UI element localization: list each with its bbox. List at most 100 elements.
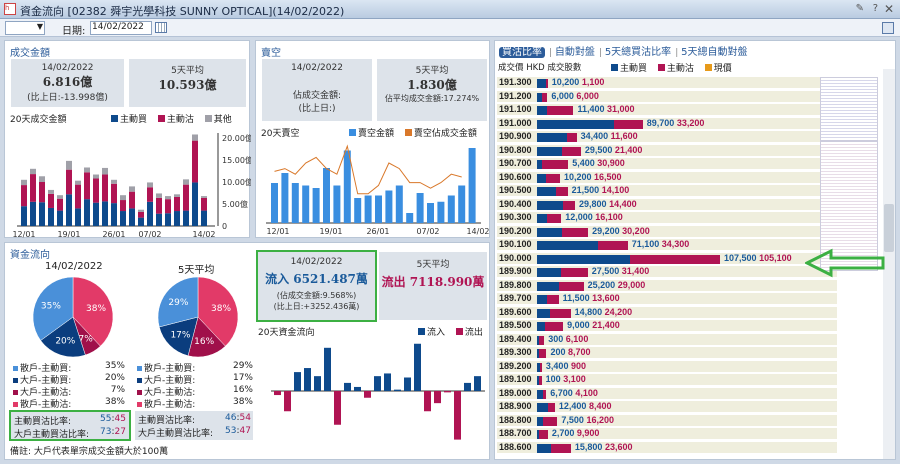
minimap-view[interactable] bbox=[820, 141, 878, 271]
date-input[interactable]: 14/02/2022 bbox=[90, 21, 152, 35]
scrollbar[interactable] bbox=[883, 69, 895, 459]
ladder-row[interactable]: 191.000 89,700 33,200 bbox=[497, 117, 837, 130]
scrollbar-thumb[interactable] bbox=[884, 204, 894, 252]
ladder-row[interactable]: 190.500 21,500 14,100 bbox=[497, 185, 837, 197]
bar-sell bbox=[120, 200, 126, 212]
legend-buy: 主動買 bbox=[111, 112, 147, 125]
turnover-change: (比上日:-13.998億) bbox=[27, 93, 108, 103]
ladder-row[interactable]: 189.800 25,200 29,000 bbox=[497, 279, 837, 292]
ladder-row[interactable]: 190.000 107,500 105,100 bbox=[497, 252, 837, 265]
sell-bar bbox=[542, 389, 547, 399]
ladder-row[interactable]: 189.000 6,700 4,100 bbox=[497, 387, 837, 400]
x-tick-label: 19/01 bbox=[319, 227, 342, 236]
bar-other bbox=[165, 196, 171, 200]
ladder-row[interactable]: 189.600 14,800 24,200 bbox=[497, 306, 837, 319]
buy-bar bbox=[537, 146, 563, 156]
ladder-row[interactable]: 191.100 11,400 31,000 bbox=[497, 104, 837, 116]
avg-label: 5天平均 bbox=[415, 66, 449, 76]
export-icon[interactable] bbox=[882, 22, 894, 34]
note: 備註: 大戶代表單宗成交金額大於100萬 bbox=[10, 447, 169, 457]
bar-buy bbox=[84, 199, 90, 226]
ladder-row[interactable]: 188.700 2,700 9,900 bbox=[497, 428, 837, 440]
tab-1[interactable]: 自動對盤 bbox=[554, 47, 595, 58]
bar-buy bbox=[111, 203, 117, 226]
ladder-row[interactable]: 189.100 100 3,100 bbox=[497, 374, 837, 386]
tab-2[interactable]: 5天總買沽比率 bbox=[604, 47, 672, 58]
ladder-row[interactable]: 190.400 29,800 14,400 bbox=[497, 198, 837, 211]
flow-pct: (佔成交金額:9.568%) bbox=[276, 291, 357, 300]
ladder-row[interactable]: 190.900 34,400 11,600 bbox=[497, 131, 837, 143]
stock-select[interactable]: ▼ bbox=[5, 21, 45, 35]
ladder-row[interactable]: 189.300 200 8,700 bbox=[497, 347, 837, 359]
bar-short-amount bbox=[281, 173, 289, 223]
price: 190.700 bbox=[499, 158, 532, 168]
legend-short-ratio: 賣空佔成交金額 bbox=[404, 126, 477, 139]
ladder-row[interactable]: 189.900 27,500 31,400 bbox=[497, 266, 837, 278]
app-icon: h bbox=[4, 3, 16, 15]
x-tick-label: 12/01 bbox=[266, 227, 289, 236]
x-tick-label: 26/01 bbox=[366, 227, 389, 236]
bar-inflow bbox=[384, 373, 391, 391]
ladder-row[interactable]: 190.200 29,200 30,200 bbox=[497, 225, 837, 238]
bar-short-amount bbox=[375, 195, 382, 223]
ladder-row[interactable]: 189.400 300 6,100 bbox=[497, 333, 837, 346]
short-chart: 12/01 19/01 26/01 07/02 14/02 bbox=[266, 144, 490, 236]
sell-bar bbox=[546, 295, 559, 304]
bar-buy bbox=[48, 207, 54, 226]
volumes: 11,400 31,000 bbox=[577, 104, 635, 114]
date-label: 日期: bbox=[62, 26, 86, 37]
ladder-row[interactable]: 188.800 7,500 16,200 bbox=[497, 414, 837, 427]
turnover-panel: 成交金額 14/02/2022 6.816億 (比上日:-13.998億) 5天… bbox=[4, 40, 251, 239]
help-icon[interactable]: ? bbox=[872, 3, 878, 14]
ratio-label: 主動買沽比率: bbox=[14, 417, 72, 427]
ladder-row[interactable]: 190.700 5,400 30,900 bbox=[497, 158, 837, 170]
flow-today-box: 14/02/2022 流入 6521.487萬 (佔成交金額:9.568%) (… bbox=[256, 250, 377, 322]
ladder-row[interactable]: 191.300 10,200 1,100 bbox=[497, 77, 837, 89]
pin-icon[interactable]: ✎ bbox=[855, 3, 864, 14]
ladder-row[interactable]: 190.600 10,200 16,500 bbox=[497, 171, 837, 184]
sell-bar bbox=[562, 227, 589, 237]
ladder-row[interactable]: 189.200 3,400 900 bbox=[497, 360, 837, 373]
price: 191.200 bbox=[499, 90, 532, 101]
ladder-row[interactable]: 190.300 12,000 16,100 bbox=[497, 212, 837, 224]
volumes: 7,500 16,200 bbox=[561, 414, 614, 425]
sell-bar bbox=[539, 335, 545, 345]
tab-3[interactable]: 5天總自動對盤 bbox=[681, 47, 748, 58]
avg-pct: 佔平均成交金額:17.274% bbox=[384, 94, 480, 103]
bar-short-amount bbox=[323, 168, 330, 223]
close-icon[interactable]: ✕ bbox=[883, 2, 894, 16]
sell-bar bbox=[546, 106, 574, 115]
ratio-box-avg: 主動買沽比率: 46:54 大戶主動買沽比率: 53:47 bbox=[135, 411, 253, 440]
minimap[interactable] bbox=[820, 77, 878, 141]
tab-0[interactable]: 買沽比率 bbox=[499, 47, 545, 58]
short-panel: 賣空 14/02/2022 佔成交金額: (比上日:) 5天平均 1.830億 … bbox=[255, 40, 490, 238]
ladder-row[interactable]: 189.500 9,000 21,400 bbox=[497, 320, 837, 332]
ladder-row[interactable]: 188.600 15,800 23,600 bbox=[497, 441, 837, 454]
short-avg-box: 5天平均 1.830億 佔平均成交金額:17.274% bbox=[377, 59, 487, 121]
bar-short-amount bbox=[416, 193, 424, 223]
buy-bar bbox=[537, 92, 543, 102]
ladder-row[interactable]: 190.100 71,100 34,300 bbox=[497, 239, 837, 251]
panel-title: 成交金額 bbox=[10, 48, 50, 59]
price: 188.700 bbox=[499, 428, 532, 438]
bar-other bbox=[66, 160, 72, 170]
bar-sell bbox=[138, 211, 144, 218]
sell-bar bbox=[539, 430, 548, 439]
chart-title: 20天成交金額 bbox=[10, 115, 67, 125]
bar-other bbox=[201, 196, 207, 198]
ladder-row[interactable]: 191.200 6,000 6,000 bbox=[497, 90, 837, 103]
ladder-row[interactable]: 189.700 11,500 13,600 bbox=[497, 293, 837, 305]
ladder-row[interactable]: 190.800 29,500 21,400 bbox=[497, 144, 837, 157]
volumes: 14,800 24,200 bbox=[574, 306, 633, 317]
x-tick-label: 12/01 bbox=[12, 230, 35, 239]
sell-bar bbox=[543, 416, 558, 426]
chevron-down-icon: ▼ bbox=[36, 22, 43, 31]
panel-title: 賣空 bbox=[261, 48, 281, 59]
pie1-slice bbox=[32, 276, 74, 341]
sell-bar bbox=[558, 281, 584, 291]
pie1-slice-label: 7% bbox=[78, 334, 93, 344]
bar-sell bbox=[174, 196, 180, 212]
calendar-icon[interactable] bbox=[155, 22, 167, 33]
ladder-row[interactable]: 188.900 12,400 8,400 bbox=[497, 401, 837, 413]
flow-change: (比上日:+3252.436萬) bbox=[273, 302, 360, 311]
